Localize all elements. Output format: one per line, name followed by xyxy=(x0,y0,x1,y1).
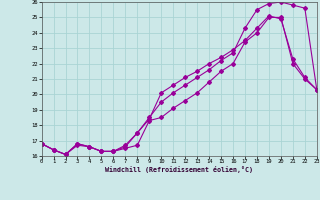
X-axis label: Windchill (Refroidissement éolien,°C): Windchill (Refroidissement éolien,°C) xyxy=(105,166,253,173)
